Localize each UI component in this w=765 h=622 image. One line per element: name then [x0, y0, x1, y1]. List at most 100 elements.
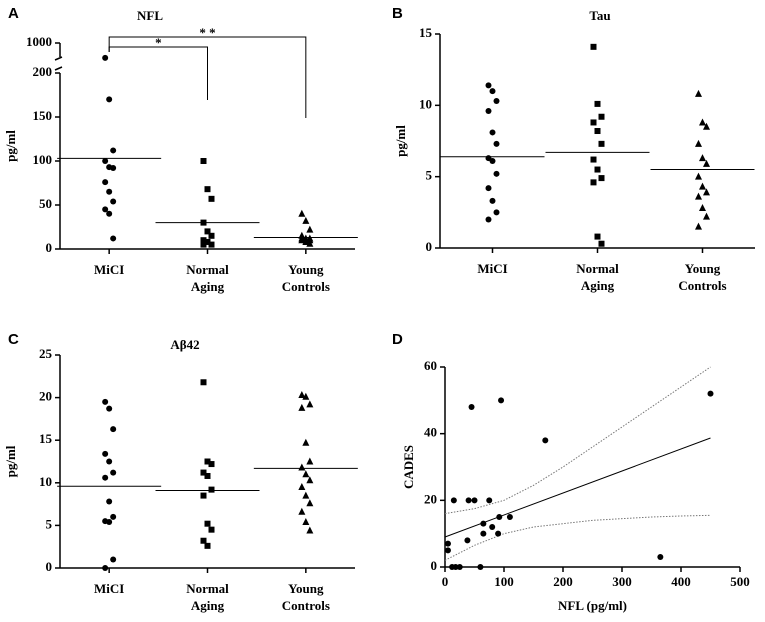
significance-bracket: [108, 46, 208, 100]
data-point: [699, 182, 706, 190]
data-point: [695, 139, 702, 147]
data-point: [450, 497, 457, 504]
data-point: [703, 122, 710, 130]
data-point: [498, 397, 505, 404]
y-tick-label: 10: [419, 96, 432, 111]
data-point: [590, 43, 597, 50]
y-tick-label: 150: [33, 108, 53, 123]
x-tick-label: MiCI: [94, 262, 124, 277]
data-point: [452, 564, 459, 570]
data-point: [306, 225, 314, 233]
data-point: [204, 186, 211, 193]
data-point: [506, 514, 513, 520]
x-tick-label: Young Controls: [282, 581, 330, 613]
data-point: [208, 486, 215, 493]
x-tick-label: 0: [442, 574, 449, 589]
data-point: [102, 179, 109, 186]
x-tick-label-line: Young: [288, 262, 324, 277]
data-point: [106, 96, 113, 103]
x-tick-label-line: MiCI: [94, 262, 124, 277]
chart-title: Aβ42: [170, 337, 199, 352]
data-point: [110, 147, 117, 154]
data-point: [106, 188, 113, 195]
data-point: [590, 156, 597, 163]
significance-label: * *: [199, 25, 215, 40]
data-point: [204, 472, 211, 479]
data-point: [106, 498, 113, 505]
data-point: [306, 239, 314, 247]
y-tick-label: 15: [39, 431, 53, 446]
data-point: [465, 497, 472, 504]
x-tick-label: Normal Aging: [576, 261, 619, 293]
data-point: [102, 565, 109, 571]
data-point: [302, 438, 310, 446]
y-tick-label: 50: [39, 196, 52, 211]
data-point: [489, 88, 496, 95]
data-point: [495, 530, 502, 537]
data-point: [200, 469, 207, 476]
x-tick-label-line: Aging: [191, 598, 225, 613]
x-tick-label: Young Controls: [678, 261, 726, 293]
data-point: [110, 165, 117, 172]
y-axis-label: CADES: [401, 445, 416, 489]
data-point: [298, 483, 306, 491]
data-point: [302, 392, 310, 400]
data-point: [200, 492, 207, 499]
x-tick-label: Normal Aging: [186, 581, 229, 613]
x-tick-label-line: Young: [685, 261, 721, 276]
x-tick-label: 200: [553, 574, 573, 589]
data-point: [102, 450, 109, 457]
data-point: [493, 140, 500, 147]
y-tick-label: 0: [46, 559, 53, 574]
x-tick-label-line: Young: [288, 581, 324, 596]
data-point: [444, 540, 451, 547]
data-point: [468, 404, 475, 410]
x-tick-label-line: Normal: [186, 581, 229, 596]
data-point: [204, 458, 211, 465]
x-tick-label: 400: [671, 574, 691, 589]
panel-label: D: [392, 331, 403, 348]
data-point: [598, 140, 605, 147]
data-point: [110, 556, 117, 563]
panel-label: A: [8, 5, 19, 22]
data-point: [496, 514, 503, 520]
data-point: [200, 379, 207, 386]
data-point: [106, 405, 113, 412]
data-point: [208, 195, 215, 202]
x-tick-label-line: Controls: [678, 278, 726, 293]
x-tick-label-line: MiCI: [94, 581, 124, 596]
data-point: [590, 119, 597, 126]
data-point: [106, 210, 113, 217]
data-point: [477, 564, 484, 570]
y-tick-label: 15: [419, 25, 433, 40]
data-point: [306, 457, 314, 465]
data-point: [703, 188, 710, 196]
data-point: [102, 158, 109, 164]
axis-break: [54, 56, 63, 71]
y-axis-label: pg/ml: [3, 130, 18, 162]
panel-label: C: [8, 331, 19, 348]
data-point: [699, 154, 706, 162]
y-tick-label: 0: [431, 558, 438, 573]
y-axis-label: pg/ml: [393, 125, 408, 157]
data-point: [594, 128, 601, 135]
y-tick-label: 5: [426, 168, 433, 183]
data-point: [298, 463, 306, 471]
chart-title: Tau: [589, 8, 610, 23]
data-point: [302, 237, 310, 245]
data-point: [695, 192, 702, 200]
y-tick-label: 20: [39, 389, 52, 404]
x-tick-label: MiCI: [94, 581, 124, 596]
data-point: [306, 476, 314, 484]
y-tick-label: 5: [46, 516, 53, 531]
data-point: [456, 564, 463, 570]
x-tick-label: Young Controls: [282, 262, 330, 294]
data-point: [485, 185, 492, 192]
data-point: [703, 159, 710, 167]
data-point: [542, 437, 549, 444]
data-point: [208, 241, 215, 248]
data-point: [208, 526, 215, 533]
data-point: [306, 236, 314, 244]
data-point: [594, 166, 601, 173]
